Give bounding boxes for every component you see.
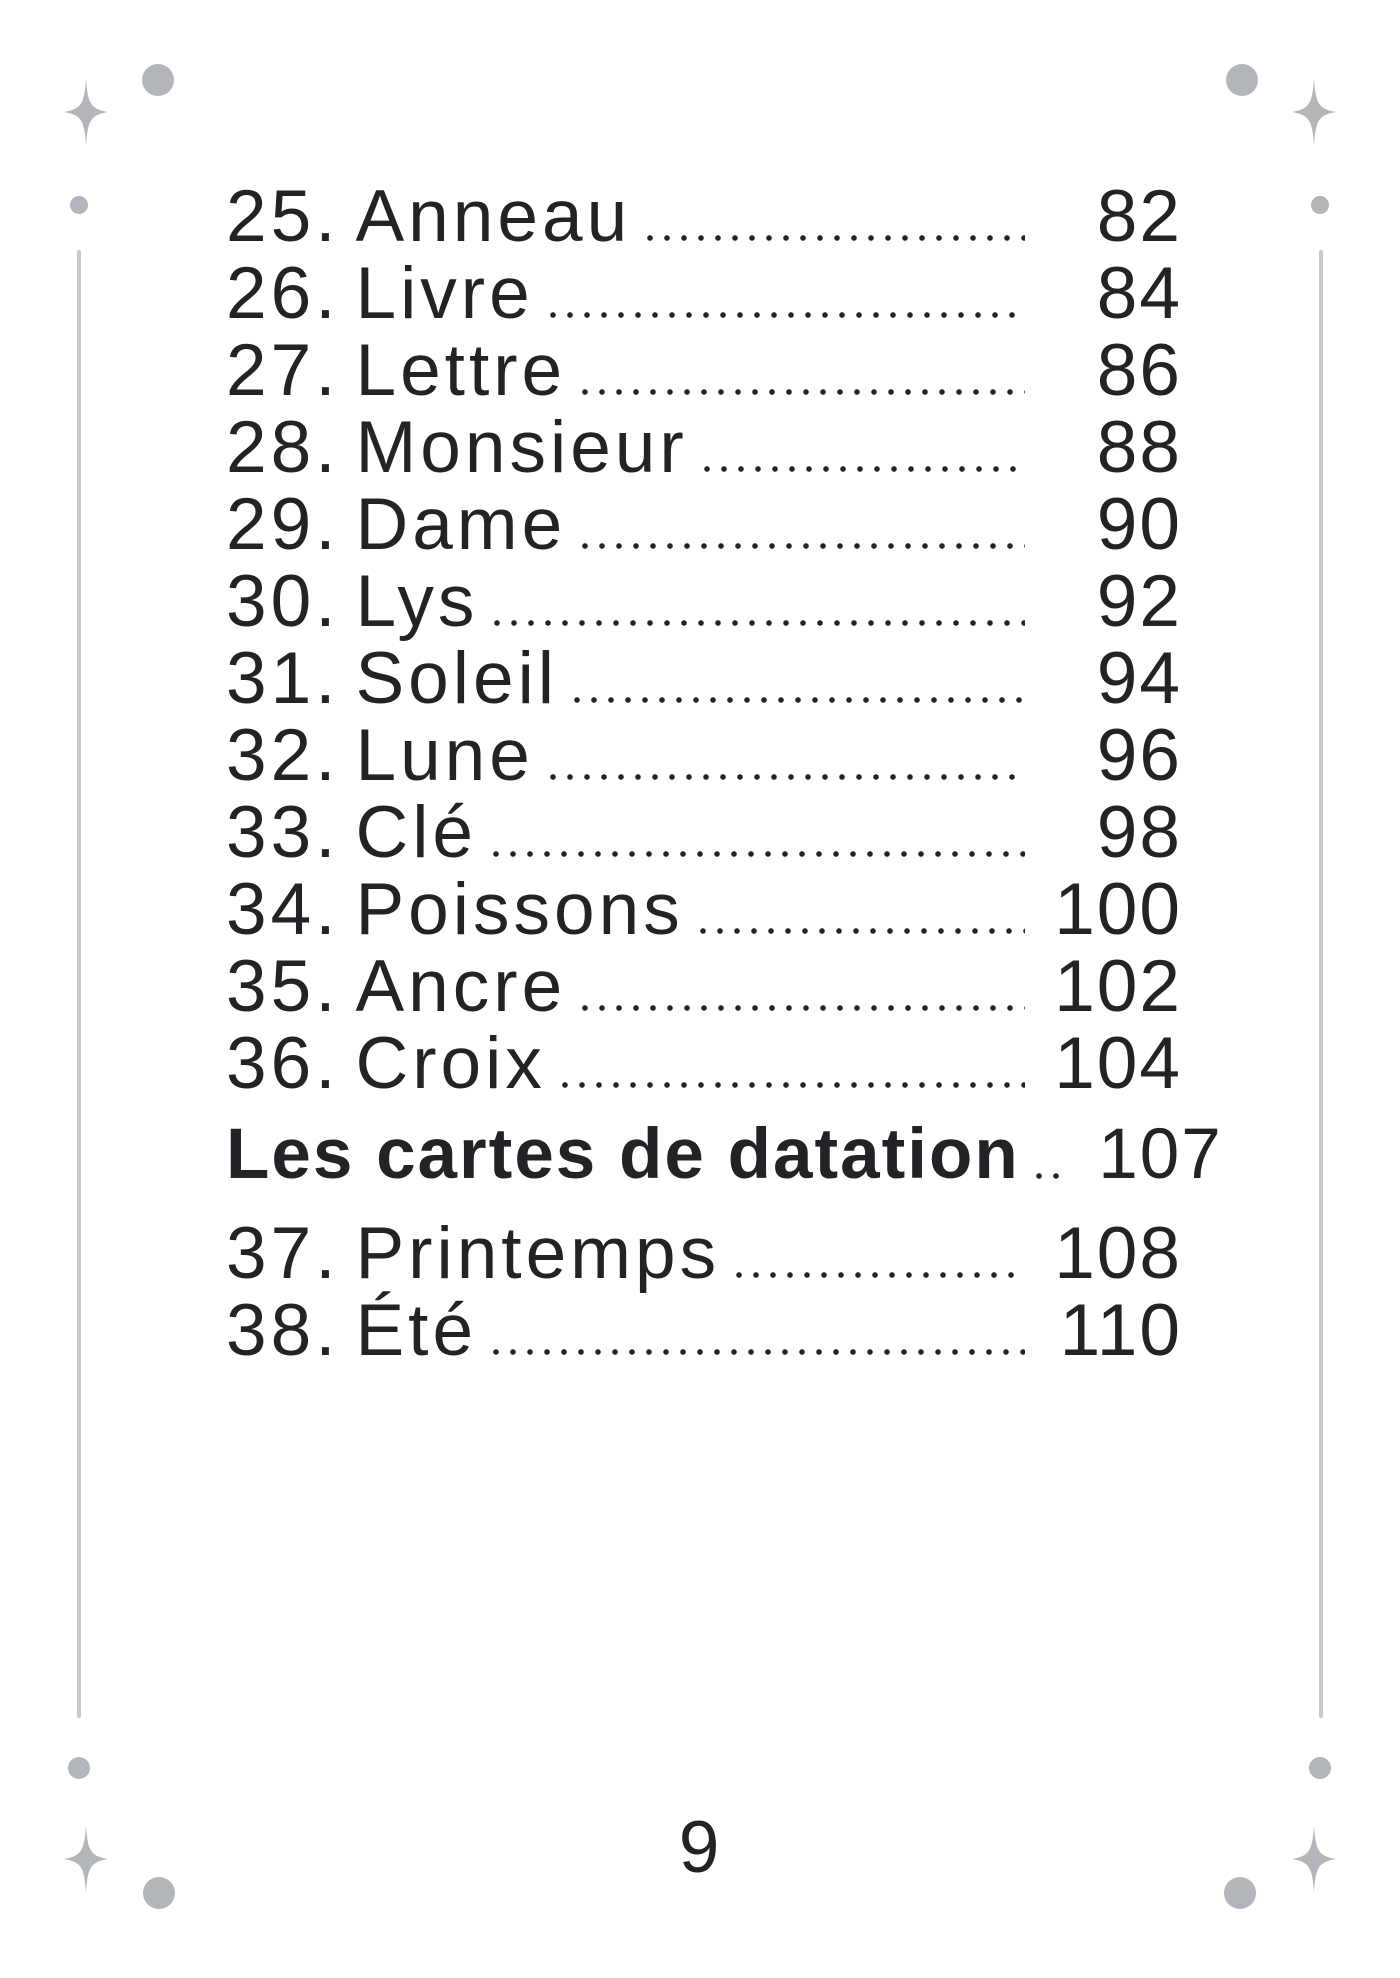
toc-entry-number: 30. <box>226 561 340 642</box>
section-heading-page: 107 <box>1098 1115 1223 1194</box>
toc-entry-title: Lys <box>355 561 479 642</box>
toc-entry-title: Lune <box>355 715 534 796</box>
toc-entry-number: 28. <box>226 407 340 488</box>
dot-leader <box>1035 1173 1066 1179</box>
toc-entry: 33. Clé 98 <box>226 794 1182 871</box>
dot-leader <box>736 1272 1025 1278</box>
toc-entry-page: 110 <box>1059 1290 1182 1371</box>
toc-entry: 29. Dame 90 <box>226 486 1182 563</box>
toc-entry-title: Lettre <box>355 330 567 411</box>
toc-entry-title: Ancre <box>355 946 567 1027</box>
toc-entry-page: 108 <box>1054 1213 1182 1294</box>
toc-entry-number: 38. <box>226 1290 340 1371</box>
toc-entry-page: 104 <box>1054 1023 1182 1104</box>
toc-entry: 30. Lys 92 <box>226 563 1182 640</box>
toc-entry: 32. Lune 96 <box>226 717 1182 794</box>
toc-entry: 34. Poissons 100 <box>226 871 1182 948</box>
toc-entry-page: 96 <box>1096 715 1182 796</box>
dot-leader <box>647 235 1025 241</box>
toc-entry-title: Anneau <box>355 176 632 257</box>
toc-entry-title: Soleil <box>355 638 559 719</box>
toc-entry-number: 36. <box>226 1023 340 1104</box>
dot-icon <box>142 64 174 96</box>
toc-entry-number: 25. <box>226 176 340 257</box>
toc-entry-page: 84 <box>1096 253 1182 334</box>
dot-icon <box>70 196 88 214</box>
dot-leader <box>549 312 1025 318</box>
toc-entry-page: 90 <box>1096 484 1182 565</box>
toc-entry: 37. Printemps 108 <box>226 1215 1182 1292</box>
toc-entry-title: Printemps <box>355 1213 721 1294</box>
toc-entry: 28. Monsieur 88 <box>226 409 1182 486</box>
toc-entry-page: 100 <box>1054 869 1182 950</box>
toc-entry: 38. Été 110 <box>226 1292 1182 1369</box>
dot-leader <box>561 1082 1025 1088</box>
toc-entry-number: 33. <box>226 792 340 873</box>
toc-entry: 31. Soleil 94 <box>226 640 1182 717</box>
sparkle-icon <box>64 1825 108 1893</box>
toc-entry-page: 102 <box>1054 946 1182 1027</box>
dot-leader <box>582 1005 1025 1011</box>
dot-leader <box>549 774 1025 780</box>
sparkle-icon <box>1292 78 1336 146</box>
table-of-contents: 25. Anneau 82 26. Livre 84 27. Lettre 86 28… <box>226 178 1221 1369</box>
toc-entry-page: 86 <box>1096 330 1182 411</box>
toc-entry: 27. Lettre 86 <box>226 332 1182 409</box>
toc-entry: 25. Anneau 82 <box>226 178 1182 255</box>
toc-entry-title: Dame <box>355 484 567 565</box>
dot-icon <box>143 1877 175 1909</box>
page-number: 9 <box>678 1807 722 1888</box>
dot-icon <box>1309 1757 1331 1779</box>
dot-icon <box>68 1757 90 1779</box>
toc-entry-number: 37. <box>226 1213 340 1294</box>
section-heading: Les cartes de datation <box>226 1115 1020 1194</box>
toc-entry-number: 26. <box>226 253 340 334</box>
toc-entry-title: Croix <box>355 1023 546 1104</box>
dot-leader <box>582 543 1025 549</box>
toc-entry-page: 94 <box>1096 638 1182 719</box>
toc-entry-page: 82 <box>1096 176 1182 257</box>
toc-entry-title: Livre <box>355 253 534 334</box>
toc-entry: 36. Croix 104 <box>226 1025 1182 1102</box>
sparkle-icon <box>64 78 108 146</box>
toc-entry-page: 98 <box>1096 792 1182 873</box>
page-edge-line-left <box>77 250 81 1718</box>
toc-entry-number: 29. <box>226 484 340 565</box>
toc-entry-title: Poissons <box>355 869 684 950</box>
toc-entry-number: 31. <box>226 638 340 719</box>
section-heading-row: Les cartes de datation 107 <box>226 1115 1221 1194</box>
dot-leader <box>493 851 1025 857</box>
toc-entry-number: 32. <box>226 715 340 796</box>
dot-leader <box>699 928 1025 934</box>
toc-entry-title: Clé <box>355 792 478 873</box>
toc-entry: 26. Livre 84 <box>226 255 1182 332</box>
dot-icon <box>1226 64 1258 96</box>
dot-leader <box>494 620 1025 626</box>
dot-leader <box>582 389 1025 395</box>
page-edge-line-right <box>1319 250 1323 1718</box>
dot-leader <box>703 466 1025 472</box>
toc-entry-title: Monsieur <box>355 407 688 488</box>
dot-icon <box>1224 1877 1256 1909</box>
toc-entry-page: 92 <box>1096 561 1182 642</box>
dot-leader <box>574 697 1025 703</box>
sparkle-icon <box>1292 1825 1336 1893</box>
toc-entry-number: 35. <box>226 946 340 1027</box>
toc-entry-number: 34. <box>226 869 340 950</box>
dot-icon <box>1311 196 1329 214</box>
toc-entry-page: 88 <box>1096 407 1182 488</box>
toc-entry-number: 27. <box>226 330 340 411</box>
toc-entry-title: Été <box>355 1290 478 1371</box>
toc-entry: 35. Ancre 102 <box>226 948 1182 1025</box>
dot-leader <box>493 1349 1025 1355</box>
